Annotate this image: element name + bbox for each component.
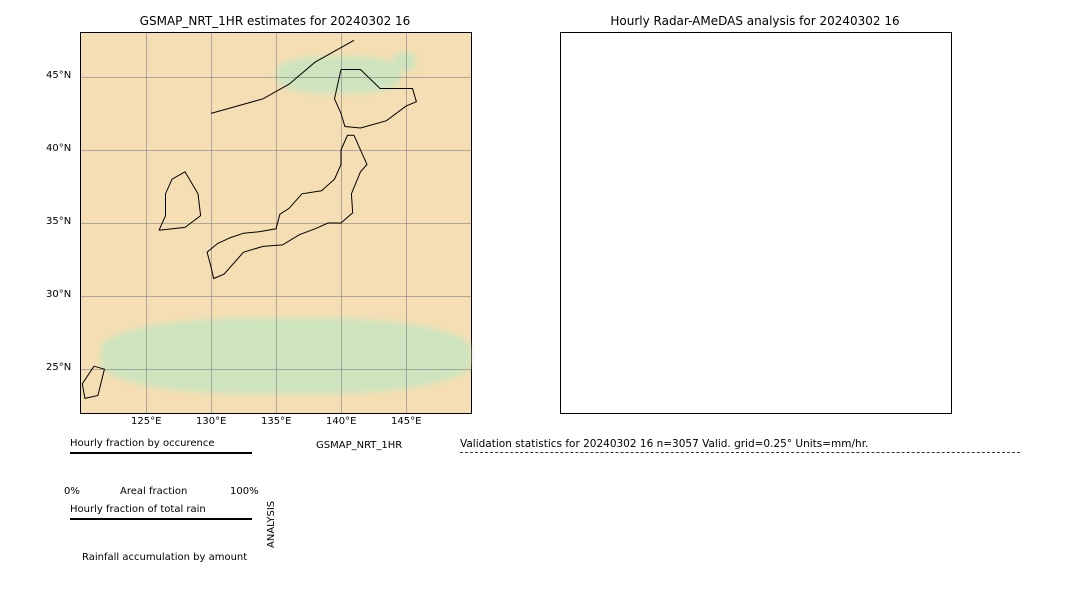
left-map (80, 32, 472, 414)
totalrain-caption: Rainfall accumulation by amount (82, 552, 247, 563)
occurrence-title: Hourly fraction by occurence (70, 438, 214, 449)
occurrence-bars (70, 452, 252, 454)
matrix-colhdr: GSMAP_NRT_1HR (316, 440, 402, 451)
matrix-rowhdr: ANALYSIS (266, 501, 277, 548)
totalrain-title: Hourly fraction of total rain (70, 504, 206, 515)
right-map-title: Hourly Radar-AMeDAS analysis for 2024030… (560, 14, 950, 28)
occ-xc: Areal fraction (120, 486, 187, 497)
stats-block: Validation statistics for 20240302 16 n=… (460, 438, 1060, 455)
stats-header: Validation statistics for 20240302 16 n=… (460, 438, 1060, 450)
occ-xl: 0% (64, 486, 80, 497)
left-map-title: GSMAP_NRT_1HR estimates for 20240302 16 (80, 14, 470, 28)
totalrain-bars (70, 518, 252, 520)
right-map (560, 32, 952, 414)
occ-xr: 100% (230, 486, 259, 497)
